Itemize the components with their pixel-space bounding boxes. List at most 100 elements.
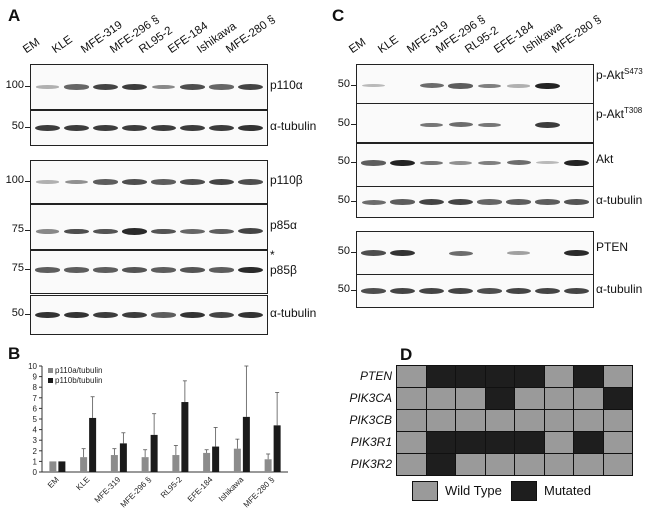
protein-label: p110α	[270, 78, 303, 92]
bar-p110b/tubulin	[181, 402, 189, 472]
marker-tick	[25, 181, 31, 182]
blot-band	[151, 312, 176, 318]
molecular-weight-marker: 50	[337, 154, 350, 167]
y-tick-label: 10	[28, 362, 37, 371]
blot-band	[179, 124, 206, 132]
wild-type-cell	[543, 431, 574, 454]
marker-tick	[351, 201, 357, 202]
molecular-weight-marker: 75	[11, 223, 24, 236]
x-category-label: EFE-184	[186, 475, 215, 504]
gene-label: PIK3R1	[350, 435, 392, 449]
marker-tick	[25, 86, 31, 87]
bar-p110a/tubulin	[80, 457, 88, 472]
protein-label: α-tubulin	[596, 282, 642, 296]
blot-band	[448, 250, 473, 256]
blot-band	[564, 199, 589, 205]
wild-type-cell	[573, 409, 604, 432]
blot-band	[238, 179, 263, 185]
bar-p110b/tubulin	[58, 461, 66, 472]
blot-band	[93, 84, 118, 90]
blot-strip	[356, 186, 594, 218]
bar-p110a/tubulin	[233, 448, 241, 472]
wild-type-cell	[514, 453, 545, 476]
wild-type-cell	[602, 453, 633, 476]
bar-p110a/tubulin	[110, 455, 118, 472]
blot-band	[93, 267, 118, 273]
blot-band	[448, 160, 473, 165]
blot-band	[448, 288, 473, 294]
blot-strip	[356, 231, 594, 275]
panel-letter-b: B	[8, 344, 21, 363]
bar-p110b/tubulin	[89, 417, 97, 472]
protein-label: α-tubulin	[270, 306, 316, 320]
blot-strip	[30, 250, 268, 294]
blot-strip	[30, 64, 268, 110]
wild-type-cell	[455, 387, 486, 410]
blot-band	[180, 84, 205, 90]
blot-band	[390, 288, 415, 294]
blot-band	[36, 85, 59, 89]
legend-swatch	[48, 368, 53, 373]
blot-band	[35, 267, 60, 273]
marker-tick	[351, 252, 357, 253]
blot-band	[534, 121, 561, 128]
wild-type-cell	[573, 387, 604, 410]
blot-band	[477, 288, 502, 294]
mutated-cell	[514, 431, 545, 454]
x-category-label: RL95-2	[159, 475, 184, 500]
bar-p110a/tubulin	[141, 457, 149, 472]
blot-band	[93, 179, 118, 185]
bar-p110b/tubulin	[242, 416, 250, 472]
x-category-label: MFE-280 §	[242, 475, 276, 509]
blot-band	[150, 124, 177, 132]
blot-band	[237, 124, 264, 132]
mutated-cell	[484, 431, 515, 454]
protein-name: α-tubulin	[596, 282, 643, 296]
bar-p110a/tubulin	[49, 461, 57, 472]
y-tick-label: 5	[33, 415, 38, 424]
blot-strip	[356, 274, 594, 308]
blot-band	[419, 160, 444, 166]
blot-band	[209, 179, 234, 185]
marker-tick	[25, 314, 31, 315]
blot-band	[361, 160, 386, 166]
blot-band	[477, 199, 502, 205]
mutated-cell	[484, 387, 515, 410]
mutated-cell	[455, 431, 486, 454]
protein-name: Akt	[596, 151, 614, 166]
blot-band	[534, 82, 561, 90]
blot-band	[477, 160, 502, 166]
bar-p110a/tubulin	[172, 455, 180, 472]
molecular-weight-marker: 50	[337, 194, 350, 206]
molecular-weight-marker: 50	[11, 120, 24, 132]
blot-band	[209, 312, 234, 318]
blot-band	[419, 83, 444, 89]
y-tick-label: 1	[33, 457, 38, 466]
panel-letter-d: D	[400, 345, 413, 364]
marker-tick	[25, 127, 31, 128]
blot-band	[180, 267, 205, 273]
blot-band	[151, 179, 176, 185]
blot-band	[64, 228, 89, 235]
panel-letter-c: C	[332, 6, 345, 25]
blot-band	[361, 250, 386, 256]
blot-band	[122, 267, 147, 273]
blot-band	[477, 83, 502, 89]
x-category-label: EM	[46, 475, 61, 490]
blot-strip	[30, 295, 268, 335]
protein-name: α-tubulin	[596, 193, 643, 207]
blot-band	[506, 199, 531, 205]
blot-band	[35, 229, 60, 234]
protein-name: α-tubulin	[270, 119, 317, 133]
wild-type-cell	[573, 453, 604, 476]
blot-band	[477, 122, 502, 128]
mutated-cell	[514, 365, 545, 388]
blot-band	[536, 161, 559, 165]
bar-p110b/tubulin	[212, 446, 220, 472]
gene-label: PIK3CB	[349, 413, 392, 427]
wild-type-cell	[425, 387, 456, 410]
protein-name: p85β	[270, 263, 297, 277]
lane-label: KLE	[50, 33, 75, 56]
molecular-weight-marker: 50	[337, 116, 350, 129]
blot-band	[419, 199, 444, 205]
